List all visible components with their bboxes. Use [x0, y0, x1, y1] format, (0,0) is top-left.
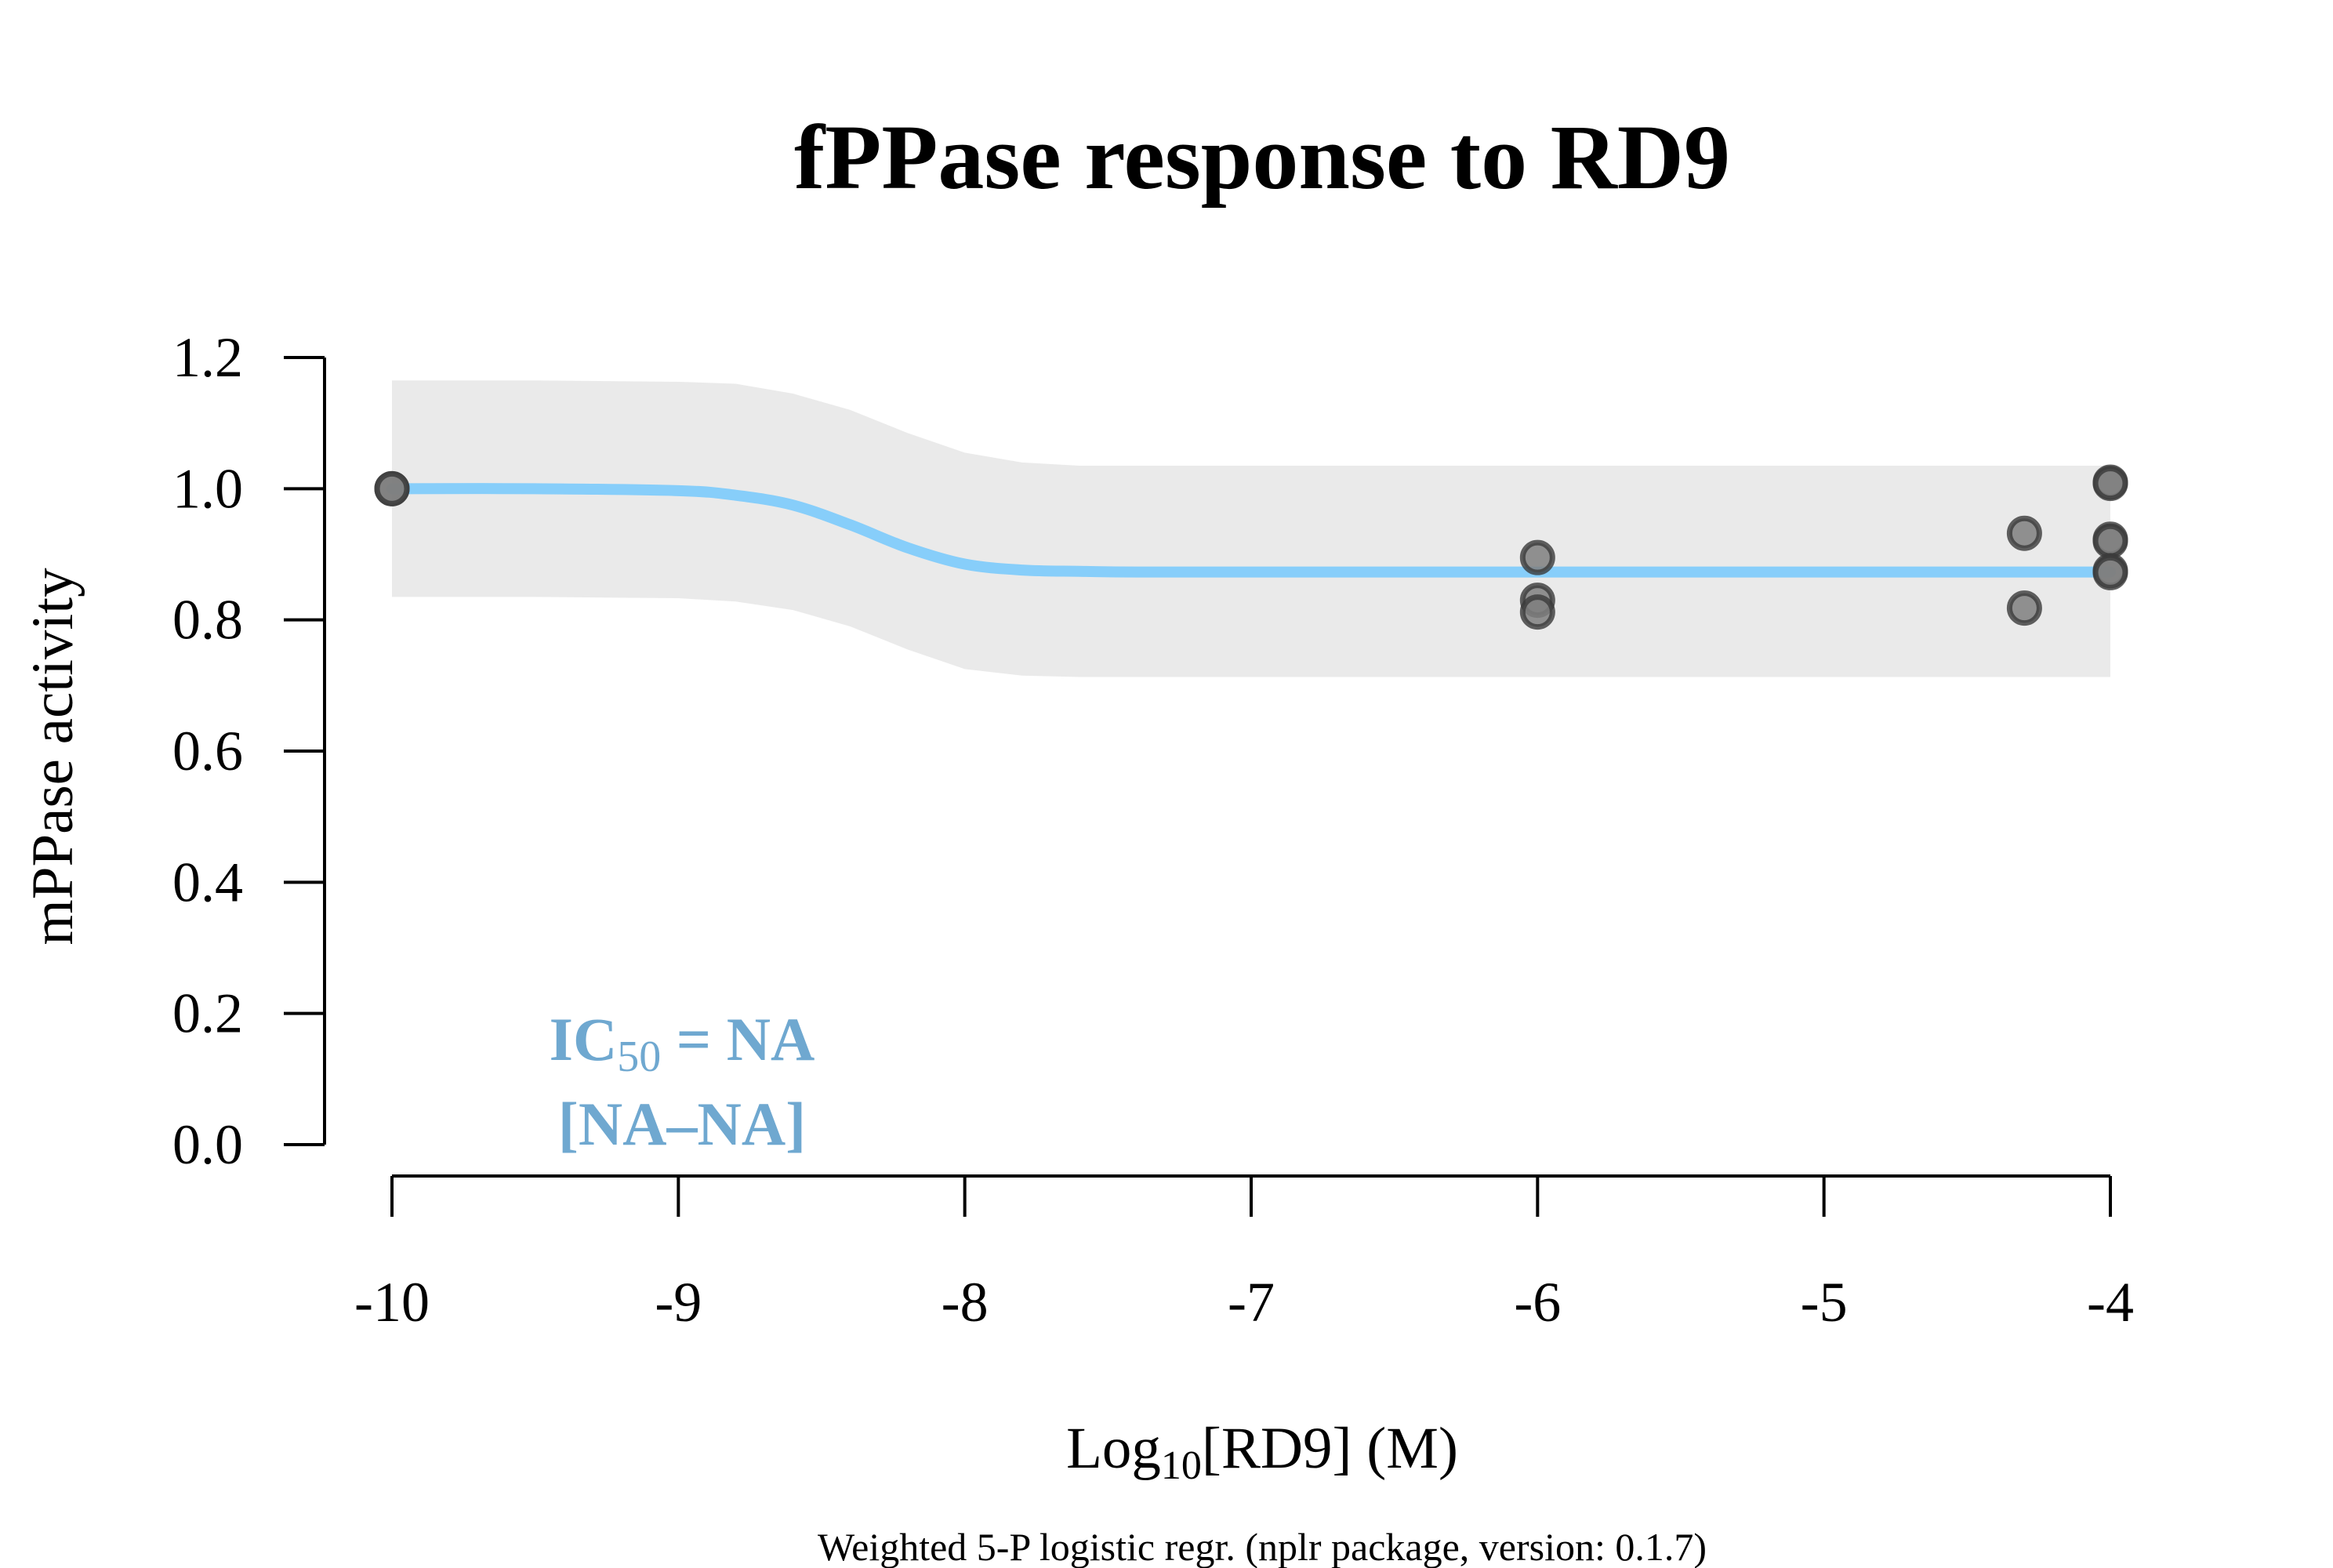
ic50-annotation: IC50 = NA [NA–NA] — [550, 1005, 815, 1158]
ic50-interval: [NA–NA] — [558, 1090, 806, 1158]
ic50-prefix: IC — [550, 1005, 618, 1073]
y-tick-label: 0.2 — [172, 982, 243, 1045]
fit-curve-layer — [386, 483, 2116, 578]
x-tick-label: -8 — [942, 1271, 989, 1334]
chart-title: fPPase response to RD9 — [794, 106, 1730, 209]
x-tick-label: -7 — [1228, 1271, 1275, 1334]
y-tick-label: 0.8 — [172, 589, 243, 652]
x-tick-label: -4 — [2087, 1271, 2134, 1334]
data-point — [1519, 594, 1555, 630]
y-axis-label: mPPase activity — [20, 568, 85, 946]
confidence-band-layer — [392, 380, 2110, 677]
x-tick-label: -10 — [354, 1271, 430, 1334]
ic50-subscript: 50 — [617, 1033, 661, 1081]
data-point — [1519, 539, 1555, 575]
data-point — [374, 470, 410, 506]
data-point — [2092, 554, 2128, 590]
x-tick-label: -6 — [1514, 1271, 1561, 1334]
data-points-layer — [374, 464, 2128, 630]
data-point — [2092, 466, 2128, 502]
y-tick-label: 1.0 — [172, 457, 243, 520]
data-point — [2092, 523, 2128, 559]
x-tick-label: -5 — [1801, 1271, 1848, 1334]
fit-curve — [386, 483, 2116, 578]
y-tick-label: 0.4 — [172, 851, 243, 913]
y-axis: 0.0 0.2 0.4 0.6 0.8 1.0 1.2 — [172, 326, 326, 1176]
y-tick-label: 0.6 — [172, 720, 243, 782]
chart-footnote: Weighted 5-P logistic regr. (nplr packag… — [818, 1525, 1707, 1568]
y-tick-label: 0.0 — [172, 1113, 243, 1176]
data-point — [2006, 590, 2042, 626]
ic50-suffix: = NA — [661, 1005, 815, 1073]
x-axis-label-subscript: 10 — [1161, 1443, 1202, 1488]
x-axis-label-prefix: Log — [1066, 1416, 1161, 1481]
y-tick-label: 1.2 — [172, 326, 243, 389]
x-axis-label: Log10[RD9] (M) — [1066, 1416, 1458, 1488]
x-axis: -10 -9 -8 -7 -6 -5 -4 — [354, 1174, 2134, 1334]
confidence-band — [392, 380, 2110, 677]
ic50-value: IC50 = NA — [550, 1005, 815, 1081]
data-point — [2006, 515, 2042, 551]
x-tick-label: -9 — [655, 1271, 702, 1334]
x-axis-label-suffix: [RD9] (M) — [1202, 1416, 1458, 1481]
